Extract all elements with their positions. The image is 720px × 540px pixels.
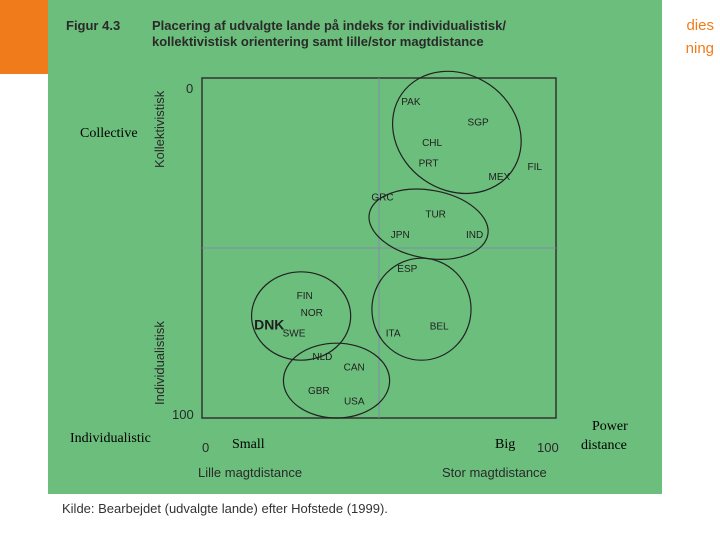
country-label-jpn: JPN (391, 230, 410, 241)
country-label-fin: FIN (297, 291, 313, 302)
figure-label: Figur 4.3 (66, 18, 121, 33)
annotation-individualistic: Individualistic (70, 431, 151, 446)
brand-line2: ning (685, 40, 714, 57)
country-label-tur: TUR (425, 209, 446, 220)
country-label-ind: IND (466, 230, 483, 241)
country-label-chl: CHL (422, 138, 442, 149)
country-label-sgp: SGP (468, 118, 489, 129)
brand-line1: dies (686, 17, 714, 34)
annotation-distance: distance (581, 438, 627, 453)
cluster-ellipse-3 (250, 271, 352, 361)
cluster-ellipse-1 (391, 70, 522, 195)
country-label-bel: BEL (430, 322, 449, 333)
y-tick-bottom: 100 (172, 407, 194, 422)
country-label-ita: ITA (386, 328, 401, 339)
brand-text: dies ning (686, 14, 714, 60)
figure-panel (48, 0, 662, 494)
x-axis-label-right: Stor magtdistance (442, 465, 547, 480)
cluster-ellipse-4 (371, 257, 472, 361)
orange-header-block (0, 0, 48, 74)
x-axis-label-left: Lille magtdistance (198, 465, 302, 480)
figure-title-block: Figur 4.3 Placering af udvalgte lande på… (52, 12, 662, 58)
country-label-usa: USA (344, 396, 365, 407)
annotation-big: Big (495, 437, 515, 452)
y-tick-top: 0 (186, 81, 193, 96)
country-label-gbr: GBR (308, 386, 330, 397)
annotation-collective: Collective (80, 126, 138, 141)
cluster-ellipse-5 (282, 342, 391, 419)
country-label-swe: SWE (283, 328, 306, 339)
country-label-dnk: DNK (254, 317, 284, 333)
country-label-prt: PRT (419, 158, 439, 169)
annotation-small: Small (232, 437, 265, 452)
country-label-nor: NOR (301, 308, 323, 319)
figure-title-line2: kollektivistisk orientering samt lille/s… (152, 34, 484, 49)
country-label-nld: NLD (312, 352, 332, 363)
annotation-power: Power (592, 419, 628, 434)
x-tick-left: 0 (202, 440, 209, 455)
y-axis-label-top: Kollektivistisk (152, 90, 167, 168)
y-axis-label-bottom: Individualistisk (152, 321, 167, 405)
country-label-pak: PAK (401, 97, 421, 108)
x-tick-right: 100 (537, 440, 559, 455)
country-label-fil: FIL (528, 162, 543, 173)
figure-title-line1: Placering af udvalgte lande på indeks fo… (152, 18, 506, 33)
figure-source: Kilde: Bearbejdet (udvalgte lande) efter… (62, 501, 388, 516)
figure-title: Placering af udvalgte lande på indeks fo… (152, 18, 632, 50)
country-label-mex: MEX (489, 172, 511, 183)
country-label-esp: ESP (397, 264, 417, 275)
country-label-grc: GRC (371, 192, 393, 203)
country-label-can: CAN (344, 362, 365, 373)
